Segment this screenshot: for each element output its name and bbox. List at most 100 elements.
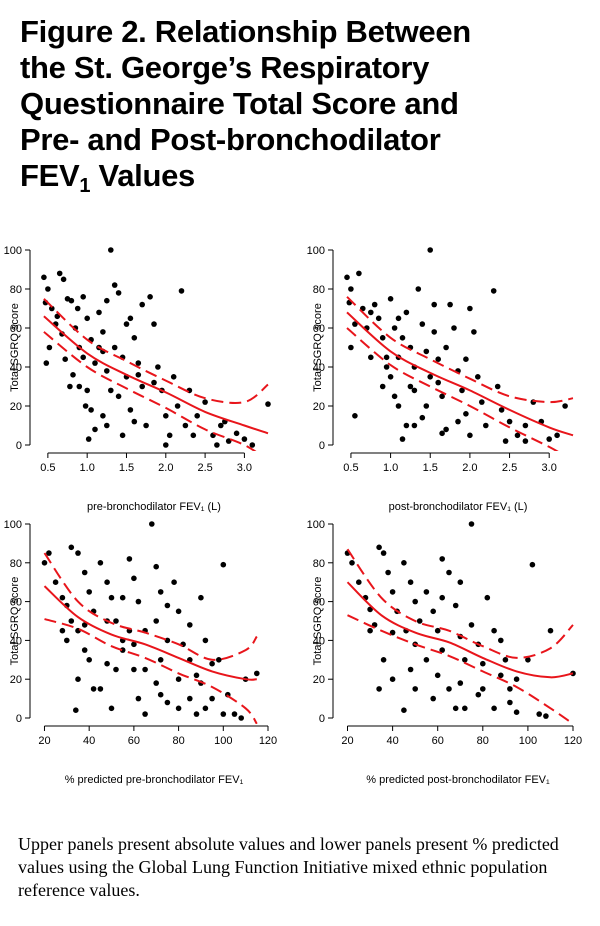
data-point	[135, 598, 142, 605]
data-point	[85, 436, 92, 442]
data-point	[126, 556, 133, 562]
y-tick-label: 40	[10, 362, 22, 374]
data-point	[494, 383, 501, 390]
data-point	[439, 556, 446, 562]
data-point	[139, 301, 145, 308]
data-point	[480, 686, 486, 692]
data-point	[241, 436, 248, 442]
data-point	[153, 618, 159, 624]
data-point	[423, 403, 430, 409]
data-point	[403, 309, 410, 316]
y-tick-label: 80	[313, 558, 325, 570]
data-point	[111, 282, 118, 288]
data-point	[127, 407, 134, 413]
data-point	[131, 575, 137, 582]
data-point	[367, 627, 373, 634]
y-tick-label: 80	[10, 284, 22, 296]
data-point	[452, 602, 459, 609]
data-point	[193, 711, 200, 717]
data-point	[554, 432, 560, 439]
data-point	[484, 594, 491, 601]
data-point	[443, 426, 449, 433]
y-tick-label: 0	[16, 440, 22, 452]
data-point	[147, 294, 153, 300]
data-point	[447, 301, 453, 308]
title-line: the St. George’s Respiratory	[20, 50, 430, 85]
data-point	[231, 711, 238, 717]
data-point	[467, 305, 473, 312]
data-point	[356, 579, 362, 585]
data-point	[401, 707, 407, 713]
data-point	[142, 666, 148, 673]
data-point	[97, 560, 104, 566]
data-point	[536, 711, 542, 717]
data-point	[491, 705, 497, 712]
ci-upper-line	[43, 552, 258, 661]
ci-upper-line	[346, 296, 574, 404]
data-point	[56, 270, 63, 277]
data-point	[67, 383, 73, 390]
data-point	[368, 309, 374, 316]
data-point	[507, 699, 513, 706]
data-point	[480, 660, 486, 667]
data-point	[104, 422, 110, 429]
data-point	[522, 438, 529, 444]
ci-lower-line	[347, 614, 574, 724]
x-tick-label: 60	[128, 735, 140, 747]
data-point	[522, 422, 529, 429]
data-point	[475, 691, 482, 698]
data-point	[446, 569, 452, 576]
data-point	[52, 579, 59, 585]
data-point	[375, 315, 382, 322]
data-point	[170, 374, 177, 380]
data-point	[60, 276, 67, 283]
y-tick-label: 60	[313, 597, 325, 609]
data-point	[457, 579, 464, 585]
title-line: FEV1 Values	[20, 158, 590, 196]
data-point	[113, 618, 119, 624]
data-point	[439, 393, 445, 400]
data-point	[214, 442, 220, 448]
data-point	[471, 329, 477, 335]
y-tick-label: 80	[10, 558, 22, 570]
data-point	[104, 368, 110, 374]
y-tick-label: 20	[10, 401, 22, 413]
data-point	[178, 288, 185, 294]
x-tick-label: 2.0	[158, 462, 173, 474]
data-point	[84, 387, 90, 394]
y-tick-label: 40	[10, 635, 22, 647]
y-tick-label: 0	[16, 713, 22, 725]
data-point	[507, 686, 513, 692]
data-point	[108, 594, 115, 601]
data-point	[75, 676, 81, 682]
data-point	[131, 418, 138, 425]
data-point	[171, 579, 177, 585]
data-point	[407, 579, 414, 585]
data-point	[151, 379, 157, 386]
data-point	[75, 550, 81, 556]
data-point	[423, 348, 430, 355]
data-point	[131, 335, 138, 341]
fit-curves	[346, 296, 574, 451]
title-fev: FEV	[20, 158, 80, 193]
data-point	[81, 647, 88, 653]
data-point	[352, 413, 358, 419]
data-point	[455, 418, 461, 425]
data-point	[62, 356, 68, 363]
data-point	[379, 335, 386, 341]
data-point	[149, 521, 155, 527]
data-point	[175, 608, 182, 615]
y-tick-label: 20	[10, 674, 22, 686]
data-point	[218, 422, 224, 429]
data-point	[153, 680, 159, 686]
data-point	[157, 589, 164, 595]
data-point	[238, 715, 244, 721]
x-axis-label: % predicted post-bronchodilator FEV₁	[366, 774, 550, 786]
data-point	[498, 672, 504, 679]
y-axis-label: Total SGRQ score	[9, 303, 21, 392]
data-point	[115, 290, 122, 296]
data-point	[387, 374, 394, 380]
data-point	[100, 329, 106, 335]
data-point	[76, 383, 83, 390]
